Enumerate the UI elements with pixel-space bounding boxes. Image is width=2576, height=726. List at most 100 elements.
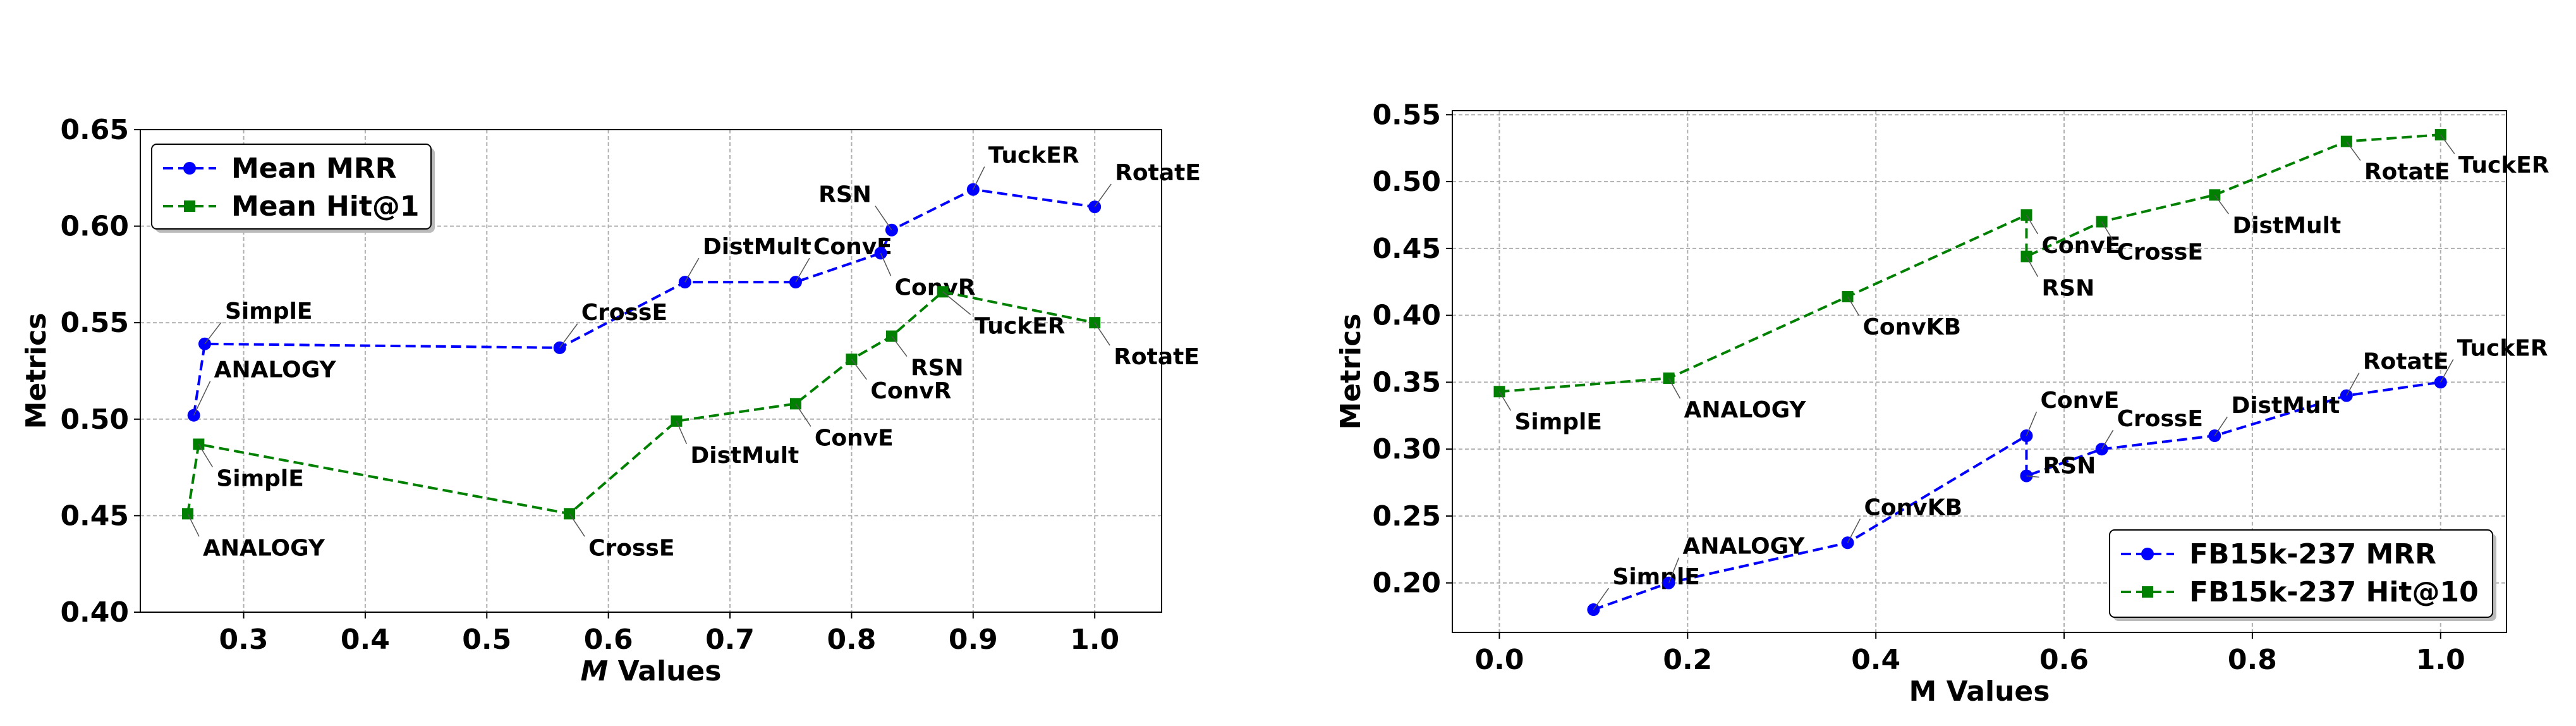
annotation-leader — [1668, 557, 1680, 584]
x-tick-label: 0.6 — [2039, 644, 2089, 676]
data-label: TuckER — [988, 143, 1079, 169]
y-tick-label: 0.45 — [60, 500, 129, 532]
annotation-leader — [795, 257, 810, 283]
x-tick-label: 0.4 — [1851, 644, 1900, 676]
x-tick-label: 0.8 — [2228, 644, 2277, 676]
data-label: ConvE — [815, 425, 894, 451]
y-tick-label: 0.40 — [60, 596, 129, 629]
annotation-leader — [851, 359, 868, 380]
data-label: ConvKB — [1863, 314, 1962, 340]
data-label: ANALOGY — [1683, 534, 1806, 560]
data-label: RotatE — [2364, 159, 2450, 185]
legend-marker — [2141, 548, 2154, 560]
legend: Mean MRR Mean Hit@1 — [151, 144, 435, 233]
annotation-leader — [875, 206, 892, 231]
y-tick-label: 0.40 — [1372, 300, 1441, 332]
data-label: CrossE — [2117, 240, 2203, 266]
annotation-leader — [2026, 475, 2039, 478]
annotation-leader — [2346, 141, 2361, 161]
annotation-leader — [1847, 518, 1861, 543]
annotation-leader — [2214, 194, 2229, 214]
right-chart: 0.0 0.2 0.4 0.6 0.8 1.0 0.20 0.25 0.30 0.35 0.40 0.… — [1335, 99, 2549, 708]
plot-frame — [1452, 110, 2507, 633]
legend-label: Mean MRR — [231, 152, 397, 185]
annotation-leader — [2214, 416, 2228, 436]
series-line — [186, 290, 1095, 515]
x-tick-label: 0.0 — [1474, 644, 1524, 676]
data-label: DistMult — [2232, 212, 2341, 238]
annotation-leader — [1593, 588, 1610, 610]
y-tick-label: 0.55 — [1372, 99, 1441, 131]
data-label: RotatE — [1115, 160, 1201, 186]
annotation-leader — [193, 381, 211, 416]
x-tick-label: 1.0 — [1070, 624, 1119, 656]
data-label: SimplE — [1612, 564, 1699, 590]
y-axis-label: Metrics — [20, 313, 52, 429]
series-line — [1593, 381, 2441, 611]
x-tick-label: 0.6 — [584, 624, 633, 656]
x-axis-label: M Values — [581, 655, 722, 687]
annotation-leader — [2440, 134, 2455, 154]
x-tick-label: 0.2 — [1663, 644, 1712, 676]
data-label: CrossE — [2117, 406, 2203, 432]
data-label: ANALOGY — [214, 357, 337, 383]
data-label: CrossE — [581, 300, 667, 326]
data-label: RSN — [911, 355, 964, 381]
x-tick-label: 0.9 — [949, 624, 998, 656]
annotation-leader — [1668, 378, 1681, 399]
data-label: DistMult — [2231, 393, 2340, 419]
y-tick-label: 0.65 — [60, 114, 129, 146]
annotation-leader — [676, 421, 688, 445]
series-fb15k-237-hit-10: SimplE ANALOGY ConvKB ConvE RSN CrossE DistMul… — [1493, 129, 2549, 435]
legend-box — [151, 144, 432, 230]
series-mean-hit-1: ANALOGY SimplE CrossE DistMult ConvE ConvRRSN… — [182, 286, 1200, 561]
legend: FB15k-237 MRR FB15k-237 Hit@10 — [2109, 529, 2496, 621]
annotation-leader — [684, 257, 700, 283]
annotation-leader — [2026, 214, 2039, 235]
x-axis-label-italic: M — [581, 655, 609, 687]
left-chart: 0.3 0.4 0.5 0.6 0.7 0.8 0.9 1.0 0.40 0.45 0.50 0.55… — [20, 114, 1201, 687]
data-label: ConvE — [2040, 388, 2119, 414]
x-tick-label: 0.3 — [219, 624, 269, 656]
annotation-leader — [891, 336, 908, 357]
annotation-leader — [204, 322, 222, 345]
data-label: ANALOGY — [203, 535, 325, 561]
legend-label: Mean Hit@1 — [231, 190, 420, 223]
legend-label: FB15k-237 Hit@10 — [2189, 576, 2479, 608]
series-fb15k-237-mrr: SimplE ANALOGY ConvKB ConvE RSN CrossE DistMul… — [1587, 335, 2548, 617]
annotation-leader — [2101, 221, 2114, 241]
data-label: RSN — [2043, 453, 2096, 479]
data-label: CrossE — [588, 535, 674, 561]
data-label: ConvE — [2041, 233, 2120, 259]
annotation-leader — [1847, 296, 1860, 316]
data-label: DistMult — [703, 234, 811, 260]
x-axis-label: M Values — [1909, 675, 2050, 708]
annotation-leader — [2440, 359, 2454, 383]
data-label: TuckER — [2457, 335, 2548, 361]
data-label: RSN — [2041, 276, 2094, 302]
data-label: SimplE — [216, 465, 303, 491]
y-tick-label: 0.20 — [1372, 567, 1441, 600]
legend-marker — [184, 200, 195, 212]
data-label: SimplE — [1514, 409, 1601, 435]
annotation-leader — [880, 253, 892, 276]
series-line — [192, 188, 1095, 415]
data-label: ConvR — [870, 378, 951, 404]
y-tick-label: 0.35 — [1372, 366, 1441, 398]
annotation-leader — [795, 403, 811, 427]
y-tick-label: 0.45 — [1372, 233, 1441, 265]
y-tick-label: 0.50 — [60, 403, 129, 436]
data-label: ANALOGY — [1684, 397, 1807, 423]
data-label: TuckER — [2458, 152, 2549, 178]
x-tick-label: 0.5 — [462, 624, 511, 656]
x-tick-label: 0.8 — [827, 624, 876, 656]
series-line — [1499, 133, 2441, 393]
data-label: DistMult — [690, 443, 799, 469]
legend-marker — [2142, 586, 2153, 598]
x-tick-label: 0.7 — [705, 624, 755, 656]
data-label: ConvKB — [1864, 495, 1963, 520]
legend-label: FB15k-237 MRR — [2189, 538, 2436, 570]
y-tick-label: 0.60 — [60, 211, 129, 243]
annotation-leader — [187, 514, 200, 537]
y-axis-label: Metrics — [1335, 314, 1367, 430]
